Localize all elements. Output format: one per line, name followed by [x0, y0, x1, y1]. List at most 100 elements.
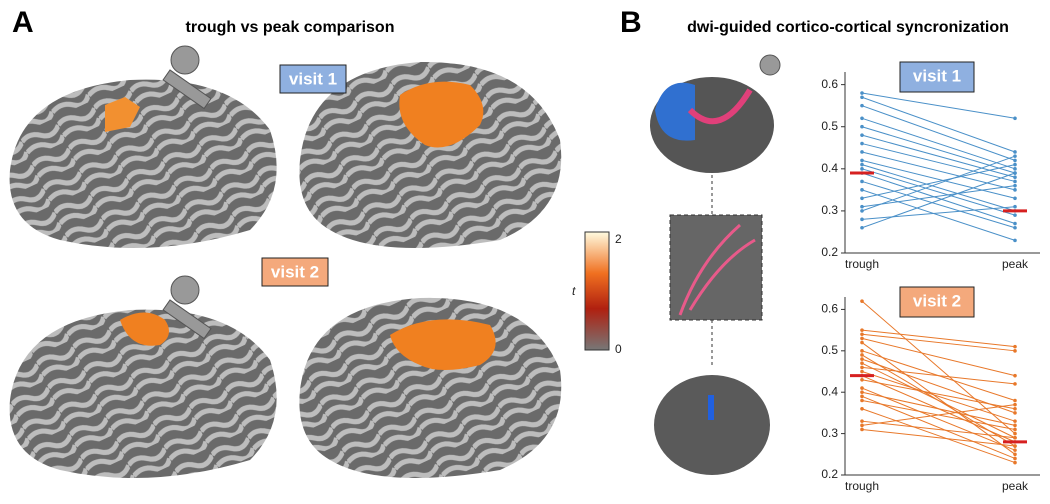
- subject-dot: [1013, 406, 1017, 411]
- subject-line: [861, 387, 1016, 451]
- x-tick-label: peak: [1002, 257, 1029, 271]
- subject-line: [861, 379, 1016, 410]
- subject-dot: [1013, 150, 1017, 154]
- subject-line: [861, 105, 1016, 161]
- y-tick-label: 0.5: [821, 343, 838, 357]
- subject-dot: [860, 365, 864, 370]
- subject-line: [861, 362, 1016, 439]
- y-tick-label: 0.5: [821, 119, 838, 133]
- y-tick-label: 0.3: [821, 203, 838, 217]
- subject-dot: [860, 150, 864, 154]
- y-tick-label: 0.6: [821, 77, 838, 91]
- colorbar-max: 2: [615, 232, 622, 246]
- subject-dot: [1013, 238, 1017, 243]
- subject-line: [861, 159, 1016, 199]
- subject-dot: [860, 204, 864, 209]
- subject-dot: [860, 116, 864, 121]
- subject-dot: [860, 167, 864, 171]
- subject-dot: [1013, 419, 1017, 423]
- subject-dot: [860, 398, 864, 403]
- subject-dot: [860, 357, 864, 361]
- visit-label: visit 1: [289, 69, 337, 88]
- panel-title: trough vs peak comparison: [186, 19, 395, 36]
- subject-dot: [1013, 213, 1017, 217]
- subject-dot: [860, 95, 864, 100]
- subject-line: [861, 164, 1016, 199]
- subject-dot: [1013, 452, 1017, 457]
- subject-dot: [1013, 175, 1017, 180]
- subject-dot: [860, 390, 864, 395]
- subject-dot: [860, 179, 864, 184]
- subject-dot: [860, 332, 864, 337]
- colorbar-min: 0: [615, 342, 622, 356]
- subject-line: [861, 420, 1016, 439]
- subject-dot: [860, 158, 864, 163]
- subject-dot: [1013, 158, 1017, 163]
- subject-dot: [860, 361, 864, 366]
- subject-line: [861, 342, 1016, 455]
- subject-dot: [860, 377, 864, 382]
- panel-label: B: [620, 6, 642, 39]
- visit-badge: [899, 61, 975, 93]
- y-tick-label: 0.4: [821, 384, 838, 398]
- x-tick-label: peak: [1002, 479, 1029, 493]
- panel-label: A: [12, 6, 34, 39]
- subject-line: [861, 371, 1016, 422]
- subject-dot: [860, 328, 864, 332]
- subject-dot: [1013, 221, 1017, 226]
- subject-line: [861, 329, 1016, 348]
- subject-line: [861, 333, 1016, 352]
- subject-dot: [1013, 427, 1017, 432]
- subject-line: [861, 428, 1016, 447]
- subject-dot: [1013, 398, 1017, 403]
- subject-dot: [860, 336, 864, 341]
- x-tick-label: trough: [845, 479, 879, 493]
- subject-dot: [860, 162, 864, 167]
- y-tick-label: 0.2: [821, 467, 838, 481]
- subject-dot: [860, 369, 864, 374]
- subject-dot: [1013, 349, 1017, 353]
- subject-line: [861, 300, 1016, 434]
- colorbar-label: t: [572, 284, 576, 298]
- subject-line: [861, 164, 1016, 212]
- colorbar: [584, 231, 610, 351]
- subject-dot: [860, 124, 864, 129]
- subject-line: [861, 151, 1016, 191]
- subject-dot: [860, 91, 864, 95]
- visit-label: visit 2: [271, 262, 319, 281]
- subject-dot: [1013, 460, 1017, 465]
- subject-dot: [860, 133, 864, 137]
- subject-dot: [1013, 431, 1017, 436]
- y-tick-label: 0.3: [821, 426, 838, 440]
- subject-dot: [860, 340, 864, 345]
- subject-line: [861, 185, 1016, 208]
- subject-dot: [860, 353, 864, 357]
- subject-dot: [860, 406, 864, 411]
- subject-dot: [860, 423, 864, 428]
- subject-dot: [1013, 435, 1017, 440]
- x-tick-label: trough: [845, 257, 879, 271]
- visit-badge: [261, 257, 329, 287]
- subject-dot: [860, 299, 864, 303]
- subject-dot: [860, 349, 864, 353]
- subject-dot: [860, 225, 864, 230]
- subject-dot: [1013, 373, 1017, 378]
- subject-dot: [1013, 162, 1017, 167]
- subject-dot: [1013, 402, 1017, 407]
- visit-badge: [279, 64, 347, 94]
- subject-dot: [1013, 225, 1017, 230]
- subject-dot: [1013, 456, 1017, 461]
- y-tick-label: 0.4: [821, 161, 838, 175]
- subject-dot: [1013, 183, 1017, 188]
- subject-line: [861, 180, 1016, 229]
- subject-line: [861, 172, 1016, 225]
- subject-dot: [1013, 204, 1017, 209]
- subject-dot: [860, 427, 864, 432]
- visit-badge: [899, 286, 975, 318]
- brains: [9, 45, 781, 478]
- subject-line: [861, 117, 1016, 170]
- subject-dot: [860, 217, 864, 222]
- subject-line: [861, 408, 1016, 464]
- chart-title: visit 2: [913, 291, 961, 310]
